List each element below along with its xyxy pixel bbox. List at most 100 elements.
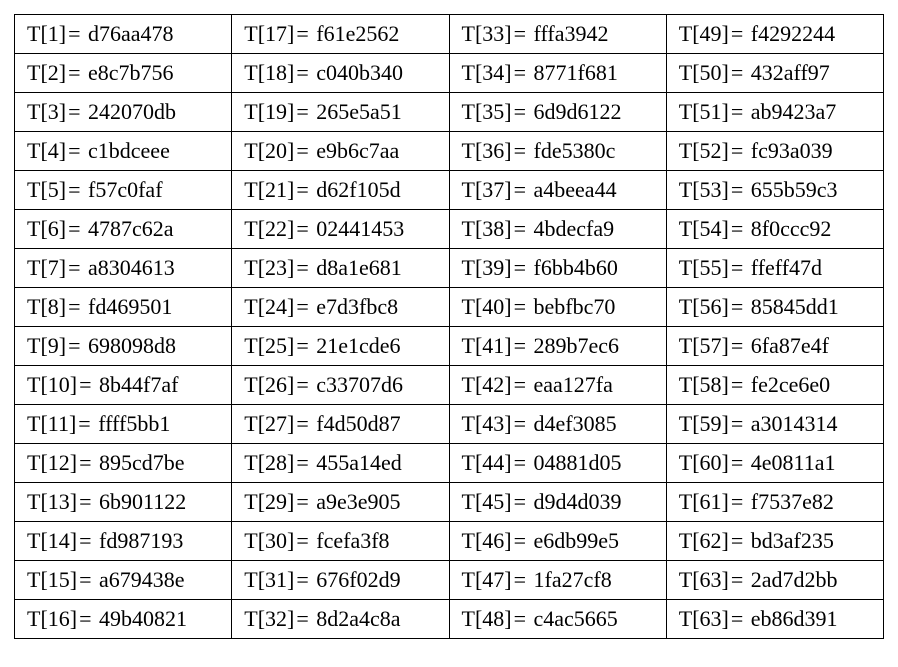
equals-sign: = (729, 333, 751, 358)
equals-sign: = (294, 489, 316, 514)
cell-key: T[57] (679, 333, 729, 358)
table-cell: T[16]= 49b40821 (15, 600, 232, 639)
cell-key: T[12] (27, 450, 77, 475)
equals-sign: = (729, 567, 751, 592)
equals-sign: = (66, 333, 88, 358)
cell-key: T[49] (679, 21, 729, 46)
table-cell: T[41]= 289b7ec6 (449, 327, 666, 366)
table-row: T[14]= fd987193T[30]= fcefa3f8T[46]= e6d… (15, 522, 884, 561)
table-row: T[3]= 242070dbT[19]= 265e5a51T[35]= 6d9d… (15, 93, 884, 132)
equals-sign: = (729, 450, 751, 475)
cell-value: ffff5bb1 (98, 411, 170, 436)
cell-value: f7537e82 (751, 489, 834, 514)
cell-value: 455a14ed (316, 450, 402, 475)
cell-value: 4bdecfa9 (534, 216, 615, 241)
table-cell: T[48]= c4ac5665 (449, 600, 666, 639)
equals-sign: = (66, 60, 88, 85)
cell-key: T[35] (462, 99, 512, 124)
table-cell: T[26]= c33707d6 (232, 366, 449, 405)
cell-key: T[9] (27, 333, 66, 358)
cell-key: T[28] (244, 450, 294, 475)
equals-sign: = (76, 411, 98, 436)
cell-key: T[42] (462, 372, 512, 397)
table-cell: T[12]= 895cd7be (15, 444, 232, 483)
table-cell: T[47]= 1fa27cf8 (449, 561, 666, 600)
equals-sign: = (729, 255, 751, 280)
cell-key: T[25] (244, 333, 294, 358)
table-cell: T[15]= a679438e (15, 561, 232, 600)
table-cell: T[52]= fc93a039 (666, 132, 883, 171)
equals-sign: = (294, 411, 316, 436)
equals-sign: = (729, 21, 751, 46)
cell-value: d9d4d039 (534, 489, 622, 514)
table-cell: T[34]= 8771f681 (449, 54, 666, 93)
table-cell: T[44]= 04881d05 (449, 444, 666, 483)
cell-key: T[15] (27, 567, 77, 592)
cell-key: T[2] (27, 60, 66, 85)
cell-value: 676f02d9 (316, 567, 400, 592)
cell-value: f6bb4b60 (534, 255, 618, 280)
equals-sign: = (294, 333, 316, 358)
table-cell: T[2]= e8c7b756 (15, 54, 232, 93)
table-row: T[1]= d76aa478T[17]= f61e2562T[33]= fffa… (15, 15, 884, 54)
cell-key: T[34] (462, 60, 512, 85)
table-cell: T[10]= 8b44f7af (15, 366, 232, 405)
cell-value: f4d50d87 (316, 411, 400, 436)
table-cell: T[18]= c040b340 (232, 54, 449, 93)
cell-key: T[48] (462, 606, 512, 631)
table-cell: T[11]= ffff5bb1 (15, 405, 232, 444)
cell-value: 432aff97 (751, 60, 830, 85)
equals-sign: = (66, 216, 88, 241)
cell-key: T[53] (679, 177, 729, 202)
cell-key: T[56] (679, 294, 729, 319)
equals-sign: = (66, 21, 88, 46)
cell-value: 4787c62a (88, 216, 174, 241)
equals-sign: = (77, 606, 99, 631)
equals-sign: = (294, 567, 316, 592)
cell-value: d76aa478 (88, 21, 174, 46)
table-cell: T[56]= 85845dd1 (666, 288, 883, 327)
equals-sign: = (294, 216, 316, 241)
table-cell: T[29]= a9e3e905 (232, 483, 449, 522)
cell-value: a3014314 (751, 411, 838, 436)
equals-sign: = (77, 489, 99, 514)
cell-key: T[36] (462, 138, 512, 163)
table-cell: T[8]= fd469501 (15, 288, 232, 327)
table-cell: T[46]= e6db99e5 (449, 522, 666, 561)
cell-value: 4e0811a1 (751, 450, 836, 475)
equals-sign: = (729, 99, 751, 124)
cell-key: T[47] (462, 567, 512, 592)
equals-sign: = (512, 294, 534, 319)
equals-sign: = (77, 567, 99, 592)
cell-value: e9b6c7aa (316, 138, 399, 163)
cell-key: T[14] (27, 528, 77, 553)
cell-value: eb86d391 (751, 606, 838, 631)
equals-sign: = (512, 450, 534, 475)
equals-sign: = (66, 99, 88, 124)
cell-key: T[22] (244, 216, 294, 241)
table-row: T[10]= 8b44f7afT[26]= c33707d6T[42]= eaa… (15, 366, 884, 405)
table-cell: T[5]= f57c0faf (15, 171, 232, 210)
equals-sign: = (294, 450, 316, 475)
cell-value: 265e5a51 (316, 99, 402, 124)
table-cell: T[40]= bebfbc70 (449, 288, 666, 327)
cell-key: T[37] (462, 177, 512, 202)
table-cell: T[60]= 4e0811a1 (666, 444, 883, 483)
cell-value: ab9423a7 (751, 99, 837, 124)
cell-value: 8771f681 (534, 60, 618, 85)
cell-value: fcefa3f8 (316, 528, 389, 553)
cell-key: T[26] (244, 372, 294, 397)
cell-key: T[59] (679, 411, 729, 436)
cell-value: a4beea44 (534, 177, 617, 202)
equals-sign: = (77, 528, 99, 553)
cell-value: eaa127fa (534, 372, 613, 397)
cell-value: 655b59c3 (751, 177, 838, 202)
table-cell: T[23]= d8a1e681 (232, 249, 449, 288)
table-row: T[4]= c1bdceeeT[20]= e9b6c7aaT[36]= fde5… (15, 132, 884, 171)
cell-value: 85845dd1 (751, 294, 839, 319)
cell-value: 1fa27cf8 (534, 567, 612, 592)
equals-sign: = (729, 606, 751, 631)
table-cell: T[63]= 2ad7d2bb (666, 561, 883, 600)
table-cell: T[57]= 6fa87e4f (666, 327, 883, 366)
cell-value: 04881d05 (534, 450, 622, 475)
